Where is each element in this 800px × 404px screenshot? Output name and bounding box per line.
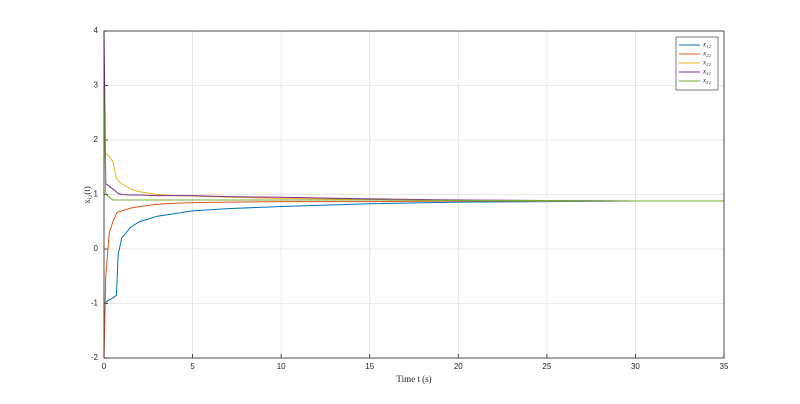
x-axis-label: Time t (s) [396, 374, 431, 384]
y-tick-label: 4 [94, 26, 99, 35]
x-tick-label: 20 [454, 362, 463, 371]
axes-box [103, 30, 725, 359]
data-line [103, 85, 724, 202]
legend-label: x₂₂ [702, 50, 712, 58]
x-tick-label: 5 [190, 362, 195, 371]
legend-label: x₅₂ [702, 77, 712, 85]
legend-label: x₃₂ [702, 59, 712, 67]
x-tick-label: 15 [365, 362, 374, 371]
y-axis-label: xᵢ₂(t) [82, 186, 92, 204]
x-tick-label: 25 [542, 362, 551, 371]
y-tick-label: 3 [94, 81, 99, 90]
data-line [103, 200, 724, 359]
legend-label: x₁₂ [702, 41, 712, 49]
x-tick-label: 10 [277, 362, 286, 371]
y-tick-label: 0 [94, 244, 99, 253]
y-tick-label: 2 [94, 135, 99, 144]
legend-label: x₄₂ [702, 68, 712, 76]
y-tick-label: -1 [91, 299, 99, 308]
x-tick-label: 35 [720, 362, 729, 371]
x-tick-label: 30 [631, 362, 640, 371]
y-tick-label: 1 [94, 190, 99, 199]
y-tick-label: -2 [91, 353, 99, 362]
x-tick-label: 0 [102, 362, 107, 371]
data-line [103, 30, 724, 202]
data-line [103, 200, 724, 304]
